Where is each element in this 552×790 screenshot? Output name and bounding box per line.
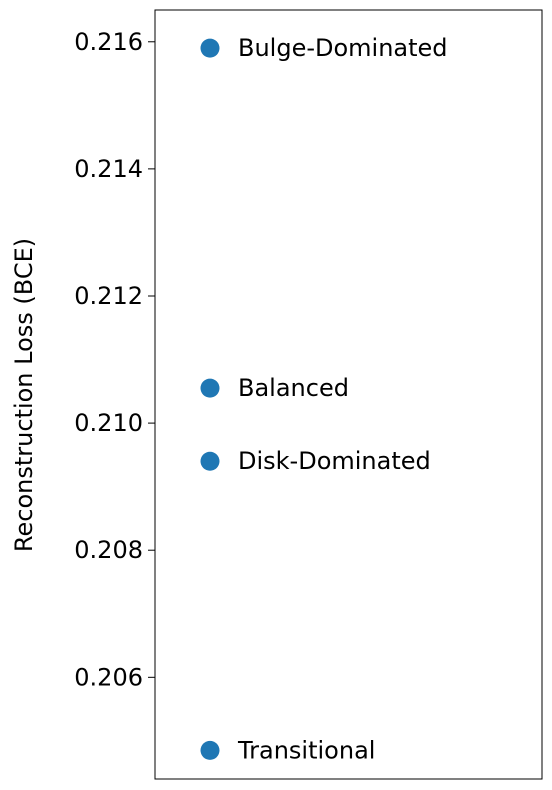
y-tick-label: 0.210	[74, 409, 143, 437]
data-point-label: Bulge-Dominated	[238, 34, 448, 62]
data-point	[200, 740, 220, 760]
data-point	[200, 38, 220, 58]
plot-frame	[154, 9, 543, 780]
y-tick-label: 0.214	[74, 155, 143, 183]
data-points: Bulge-Dominated Balanced Disk-Dominated Tra…	[200, 34, 448, 764]
y-tick-label: 0.206	[74, 663, 143, 691]
y-tick-label: 0.212	[74, 282, 143, 310]
y-tick-label: 0.216	[74, 28, 143, 56]
y-axis: 0.206 0.208 0.210 0.212 0.214 0.216	[74, 28, 155, 691]
data-point-label: Disk-Dominated	[238, 447, 431, 475]
data-point	[200, 378, 220, 398]
y-tick-label: 0.208	[74, 536, 143, 564]
data-point-label: Transitional	[237, 736, 375, 764]
data-point-label: Balanced	[238, 374, 349, 402]
data-point	[200, 451, 220, 471]
y-axis-label: Reconstruction Loss (BCE)	[10, 238, 38, 552]
